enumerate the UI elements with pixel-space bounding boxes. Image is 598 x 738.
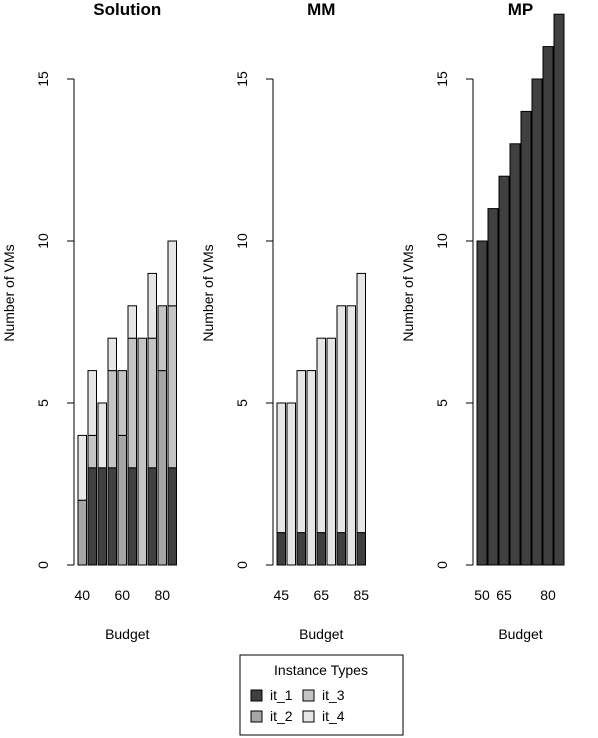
panel-solution-y-axis-label: Number of VMs <box>1 244 17 341</box>
panel-mp-title: MP <box>508 0 534 19</box>
panel-mm-bar-2-it4 <box>296 370 306 534</box>
panel-solution: 0 5 10 15 Number of VMs Solution Budget 40 60 80 <box>1 0 177 642</box>
panel-solution-y-tick-label: 5 <box>35 399 51 407</box>
panel-solution-bar-5-it4 <box>127 305 137 339</box>
panel-mp-bar-7-it1 <box>553 13 565 566</box>
panel-solution-bar-3-it1 <box>107 467 117 566</box>
panel-solution-bar-3-it4 <box>107 337 117 372</box>
legend-swatch-it2 <box>250 710 263 723</box>
panel-solution-x-tick-label: 40 <box>74 587 90 603</box>
panel-mp-y-tick-label: 5 <box>434 399 450 407</box>
panel-mp-x-tick-label: 65 <box>496 587 512 603</box>
panel-mm-x-tick-label: 45 <box>273 587 289 603</box>
panel-solution-bar-1-it1 <box>87 467 97 566</box>
legend-label-it3: it_3 <box>322 687 345 703</box>
panel-solution-bar-2-it1 <box>97 467 107 566</box>
panel-mm-x-tick-label: 85 <box>353 587 369 603</box>
panel-mm-bar-2-it1 <box>296 532 306 566</box>
panel-solution-bar-7-it3 <box>147 337 157 469</box>
panel-solution-bar-1-it4 <box>87 370 97 436</box>
panel-mm-bar-4-it4 <box>316 337 326 534</box>
panel-mm-y-tick-label: 15 <box>234 71 250 87</box>
panel-mp-y-tick-label: 15 <box>434 71 450 87</box>
panel-mm-bar-1-it4 <box>286 402 296 566</box>
panel-solution-y-tick-label: 15 <box>35 71 51 87</box>
panel-mm-bar-7-it4 <box>346 305 356 566</box>
legend-swatch-it1 <box>250 689 263 702</box>
legend-label-it1: it_1 <box>270 687 293 703</box>
panel-mp-bar-4-it1 <box>520 110 532 566</box>
panel-solution-bar-6-it3 <box>137 337 147 566</box>
panel-solution-bar-4-it3 <box>117 370 127 436</box>
panel-mm-y-tick-label: 10 <box>234 233 250 249</box>
panel-mp-bar-0-it1 <box>476 240 488 566</box>
panel-solution-bar-7-it4 <box>147 272 157 339</box>
legend-swatch-it3 <box>302 689 315 702</box>
panel-solution-bar-9-it4 <box>167 240 177 307</box>
panel-solution-x-axis-label: Budget <box>105 626 149 642</box>
panel-mm-bar-6-it1 <box>336 532 346 566</box>
panel-mm-x-axis-label: Budget <box>299 626 343 642</box>
panel-solution-bar-8-it2 <box>157 370 167 566</box>
panel-mp-bar-2-it1 <box>498 175 510 566</box>
panel-mm-y-axis-label: Number of VMs <box>200 244 216 341</box>
panel-solution-bar-9-it1 <box>167 467 177 566</box>
panel-mm-bar-4-it1 <box>316 532 326 566</box>
panel-solution-y-tick-label: 0 <box>35 561 51 569</box>
panel-mp-x-tick-label: 50 <box>474 587 490 603</box>
panel-solution-bar-5-it3 <box>127 337 137 469</box>
panel-solution-bar-3-it3 <box>107 370 117 469</box>
panel-mp-x-tick-label: 80 <box>540 587 556 603</box>
panel-solution-bar-7-it1 <box>147 467 157 566</box>
panel-mp-bar-1-it1 <box>487 208 499 566</box>
legend-swatch-it4 <box>302 710 315 723</box>
legend-label-it2: it_2 <box>270 708 293 724</box>
legend-label-it4: it_4 <box>322 708 345 724</box>
panel-mm-y-tick-label: 5 <box>234 399 250 407</box>
legend-box <box>239 654 404 736</box>
panel-solution-title: Solution <box>93 0 161 19</box>
panel-mm-bar-3-it4 <box>306 370 316 566</box>
panel-solution-bar-4-it2 <box>117 434 127 566</box>
panel-mp-bar-3-it1 <box>509 143 521 566</box>
panel-solution-bar-0-it2 <box>77 499 87 566</box>
panel-mp-bar-6-it1 <box>542 46 554 566</box>
panel-solution-x-tick-label: 60 <box>114 587 130 603</box>
legend: Instance Types it_1 it_3 it_2 it_4 <box>239 654 404 736</box>
panel-mp: 0 5 10 15 Number of VMs MP Budget 50 65 80 <box>400 0 565 642</box>
panel-mp-x-axis-label: Budget <box>498 626 542 642</box>
legend-title: Instance Types <box>274 662 368 678</box>
panel-mp-y-tick-label: 0 <box>434 561 450 569</box>
panel-solution-bar-5-it1 <box>127 467 137 566</box>
panel-solution-y-tick-label: 10 <box>35 233 51 249</box>
panel-mm-bar-6-it4 <box>336 305 346 534</box>
panel-mm-bar-5-it4 <box>326 337 336 566</box>
panel-solution-bar-0-it4 <box>77 434 87 501</box>
panel-mm-x-tick-label: 65 <box>313 587 329 603</box>
panel-solution-x-tick-label: 80 <box>154 587 170 603</box>
panel-solution-bar-9-it3 <box>167 305 177 469</box>
panel-solution-bar-1-it3 <box>87 434 97 469</box>
panel-mm-bar-0-it4 <box>276 402 286 534</box>
panel-mm-y-tick-label: 0 <box>234 561 250 569</box>
panel-mp-y-tick-label: 10 <box>434 233 450 249</box>
panel-mm-bar-8-it1 <box>356 532 366 566</box>
panel-mp-y-axis-label: Number of VMs <box>400 244 416 341</box>
panel-solution-bar-8-it3 <box>157 305 167 372</box>
panel-solution-bar-2-it4 <box>97 402 107 469</box>
panel-mp-bar-5-it1 <box>531 78 543 566</box>
panel-mm-bar-8-it4 <box>356 272 366 534</box>
panel-mm: 0 5 10 15 Number of VMs MM Budget 45 65 85 <box>200 0 369 642</box>
panel-mm-bar-0-it1 <box>276 532 286 566</box>
panel-mm-title: MM <box>307 0 335 19</box>
